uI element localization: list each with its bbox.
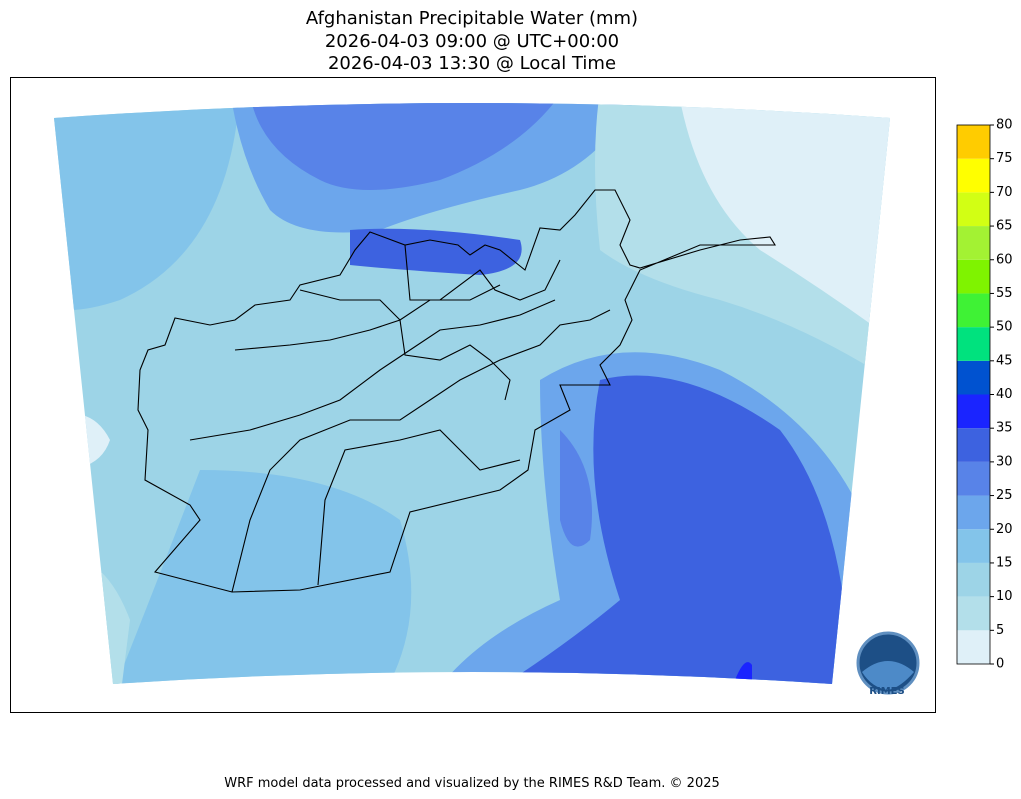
subtitle-local: 2026-04-03 13:30 @ Local Time xyxy=(328,53,616,74)
colorbar-tick-label: 25 xyxy=(996,488,1013,503)
colorbar-tick-label: 40 xyxy=(996,387,1013,402)
colorbar-segment xyxy=(957,158,990,193)
logo-label: RIMES xyxy=(869,686,904,697)
colorbar-segment xyxy=(957,125,990,159)
colorbar-segment xyxy=(957,293,990,328)
colorbar-tick-label: 80 xyxy=(996,118,1013,133)
colorbar-segment xyxy=(957,529,990,563)
colorbar-tick-label: 30 xyxy=(996,454,1013,469)
colorbar-segment xyxy=(957,630,990,664)
precip-field xyxy=(54,103,890,684)
colorbar-segment xyxy=(957,327,990,361)
colorbar-segment xyxy=(957,495,990,530)
colorbar-segment xyxy=(957,562,990,597)
colorbar-tick-label: 10 xyxy=(996,589,1013,604)
colorbar-segment xyxy=(957,461,990,496)
colorbar-tick-label: 65 xyxy=(996,219,1013,234)
footer-credit: WRF model data processed and visualized … xyxy=(224,776,720,791)
colorbar-tick-label: 70 xyxy=(996,185,1013,200)
colorbar-segment xyxy=(957,394,990,429)
colorbar-tick-label: 0 xyxy=(996,657,1004,672)
colorbar: 0 5 10 15 20 25 30 35 40 45 50 55 60 65 70 75 80 xyxy=(956,118,1013,672)
colorbar-tick-label: 15 xyxy=(996,555,1013,570)
subtitle-utc: 2026-04-03 09:00 @ UTC+00:00 xyxy=(325,31,619,52)
colorbar-tick-label: 75 xyxy=(996,151,1013,166)
colorbar-tick-label: 50 xyxy=(996,320,1013,335)
colorbar-segment xyxy=(957,596,990,631)
colorbar-tick-label: 45 xyxy=(996,353,1013,368)
colorbar-segment xyxy=(957,192,990,227)
logo: RIMES xyxy=(856,631,920,697)
colorbar-segment xyxy=(957,360,990,395)
colorbar-segment xyxy=(957,259,990,294)
title: Afghanistan Precipitable Water (mm) xyxy=(306,8,638,29)
colorbar-tick-label: 35 xyxy=(996,421,1013,436)
colorbar-segment xyxy=(957,226,990,260)
colorbar-tick-label: 60 xyxy=(996,252,1013,267)
colorbar-segment xyxy=(957,428,990,462)
colorbar-tick-label: 20 xyxy=(996,522,1013,537)
colorbar-tick-label: 55 xyxy=(996,286,1013,301)
colorbar-tick-label: 5 xyxy=(996,623,1004,638)
admin-boundaries xyxy=(137,189,776,593)
